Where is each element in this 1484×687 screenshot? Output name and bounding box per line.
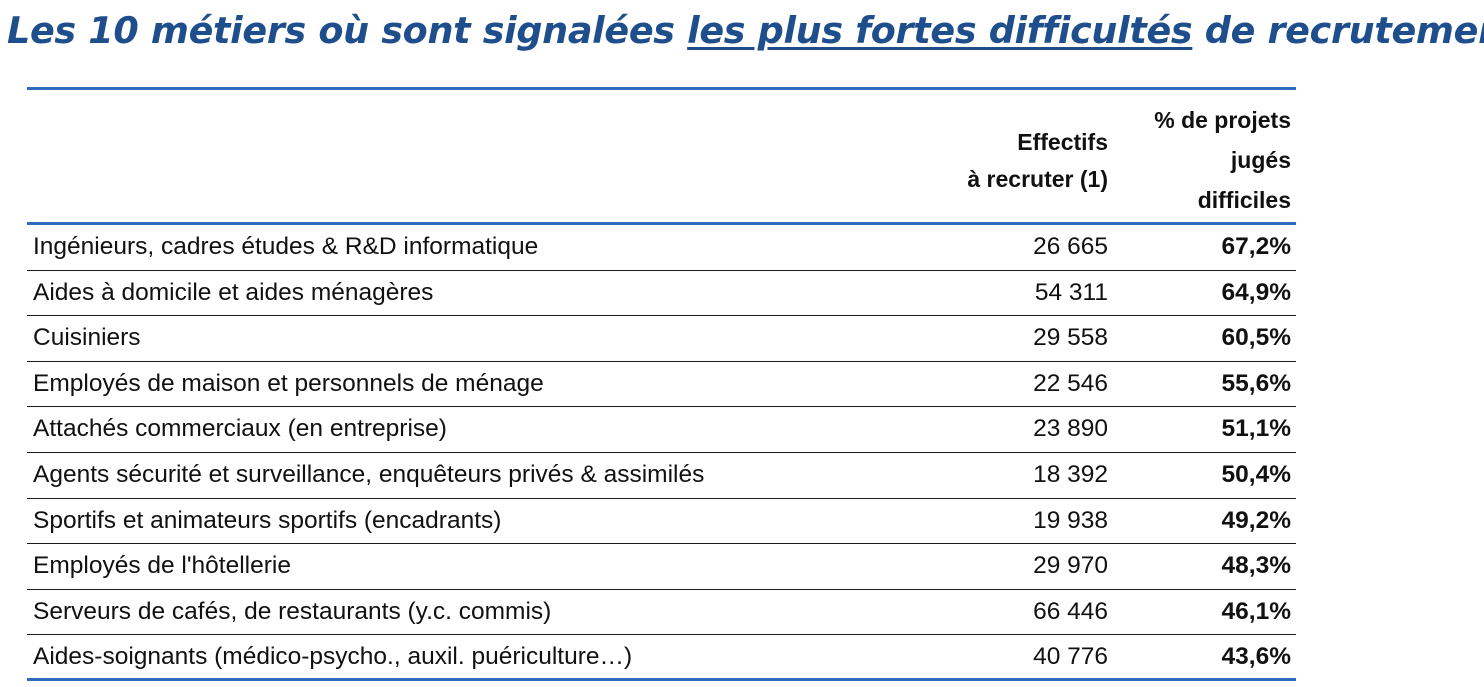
effectifs-value: 23 890 (1033, 415, 1108, 443)
table-row: Employés de l'hôtellerie 29 970 48,3% (27, 544, 1296, 590)
title-part-3: de recrutement (1204, 9, 1484, 52)
metier-label: Employés de maison et personnels de ména… (33, 369, 544, 397)
table-row: Ingénieurs, cadres études & R&D informat… (27, 225, 1296, 271)
effectifs-value: 29 970 (1033, 552, 1108, 580)
table-row: Aides à domicile et aides ménagères 54 31… (27, 271, 1296, 317)
table-body: Ingénieurs, cadres études & R&D informat… (27, 225, 1296, 681)
effectifs-value: 29 558 (1033, 324, 1108, 352)
effectifs-value: 26 665 (1033, 233, 1108, 260)
table-row: Sportifs et animateurs sportifs (encadra… (27, 499, 1296, 545)
table-row: Cuisiniers 29 558 60,5% (27, 316, 1296, 362)
table-row: Attachés commerciaux (en entreprise) 23 8… (27, 407, 1296, 453)
metier-label: Employés de l'hôtellerie (33, 552, 291, 580)
metier-label: Serveurs de cafés, de restaurants (y.c. … (33, 597, 552, 625)
pct-difficult-value: 46,1% (1221, 597, 1291, 625)
effectifs-value: 19 938 (1033, 506, 1108, 534)
metier-label: Cuisiniers (33, 324, 141, 352)
metier-label: Aides à domicile et aides ménagères (33, 278, 434, 306)
metier-label: Sportifs et animateurs sportifs (encadra… (33, 506, 502, 534)
pct-difficult-value: 49,2% (1221, 506, 1291, 534)
table-header: Effectifs à recruter (1) % de projets ju… (27, 90, 1296, 225)
pct-difficult-value: 48,3% (1221, 552, 1291, 580)
header-effectifs: Effectifs à recruter (1) (967, 129, 1108, 192)
metier-label: Agents sécurité et surveillance, enquête… (33, 460, 705, 488)
metier-label: Ingénieurs, cadres études & R&D informat… (33, 233, 539, 260)
metier-label: Attachés commerciaux (en entreprise) (33, 415, 447, 443)
table-row: Employés de maison et personnels de ména… (27, 362, 1296, 408)
pct-difficult-value: 64,9% (1221, 278, 1291, 306)
pct-difficult-value: 67,2% (1221, 233, 1291, 260)
effectifs-value: 18 392 (1033, 460, 1108, 488)
pct-difficult-value: 43,6% (1221, 643, 1291, 671)
table-row: Aides-soignants (médico-psycho., auxil. … (27, 635, 1296, 681)
header-pct-difficult: % de projets jugés difficiles (1154, 107, 1291, 213)
page-title: Les 10 métiers où sont signalées les plu… (7, 6, 1484, 56)
pct-difficult-value: 51,1% (1221, 415, 1291, 443)
pct-difficult-value: 60,5% (1221, 324, 1291, 352)
effectifs-value: 54 311 (1034, 278, 1108, 306)
effectifs-value: 40 776 (1033, 643, 1108, 671)
effectifs-value: 66 446 (1033, 597, 1108, 625)
effectifs-value: 22 546 (1033, 369, 1108, 397)
title-part-1: Les 10 métiers où sont signalées (7, 9, 688, 52)
pct-difficult-value: 55,6% (1221, 369, 1291, 397)
metier-label: Aides-soignants (médico-psycho., auxil. … (33, 643, 633, 671)
table-row: Serveurs de cafés, de restaurants (y.c. … (27, 590, 1296, 636)
table-row: Agents sécurité et surveillance, enquête… (27, 453, 1296, 499)
recruitment-table: Effectifs à recruter (1) % de projets ju… (27, 87, 1296, 681)
pct-difficult-value: 50,4% (1221, 460, 1291, 488)
title-emphasis: les plus fortes difficultés (687, 9, 1193, 52)
table-top-rule (27, 87, 1296, 90)
